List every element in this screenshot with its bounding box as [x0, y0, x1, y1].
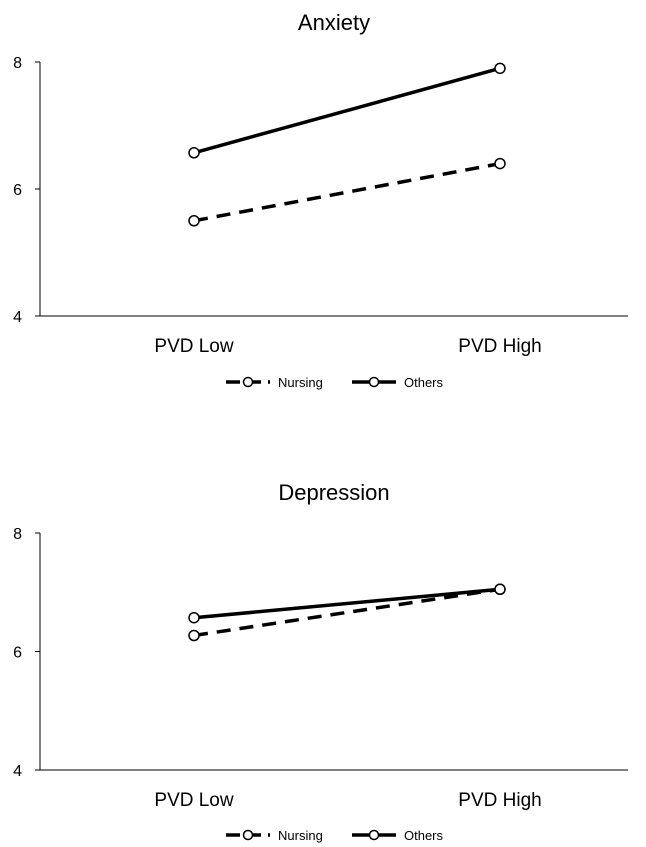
series-line-others [193, 587, 501, 620]
legend-label-nursing: Nursing [278, 375, 323, 390]
legend-label-others: Others [404, 828, 444, 843]
legend-swatch-marker-nursing [242, 376, 254, 388]
data-point-others [494, 62, 506, 75]
y-tick-label: 6 [13, 645, 22, 662]
legend-swatch-marker-nursing [242, 829, 254, 841]
data-point-others [494, 583, 506, 596]
series-line-nursing [193, 161, 501, 223]
legend-swatch-marker-others [368, 376, 380, 388]
data-point-others [188, 611, 200, 624]
data-point-nursing [188, 629, 200, 642]
data-point-nursing [494, 157, 506, 170]
legend-label-nursing: Nursing [278, 828, 323, 843]
series-line-others [193, 66, 501, 155]
y-tick-label: 4 [13, 309, 22, 326]
data-point-others [188, 147, 200, 159]
y-tick-label: 4 [13, 763, 22, 780]
y-tick-label: 8 [13, 55, 22, 72]
y-tick-label: 6 [13, 182, 22, 199]
chart-title: Depression [278, 480, 389, 505]
y-tick-label: 8 [13, 526, 22, 543]
series-line-nursing [193, 587, 501, 638]
legend-label-others: Others [404, 375, 444, 390]
chart-title: Anxiety [298, 10, 370, 35]
x-category-label: PVD High [458, 336, 541, 357]
x-category-label: PVD Low [154, 790, 233, 811]
x-category-label: PVD High [458, 790, 541, 811]
x-category-label: PVD Low [154, 336, 233, 357]
data-point-nursing [188, 215, 200, 227]
legend-swatch-marker-others [368, 829, 380, 841]
